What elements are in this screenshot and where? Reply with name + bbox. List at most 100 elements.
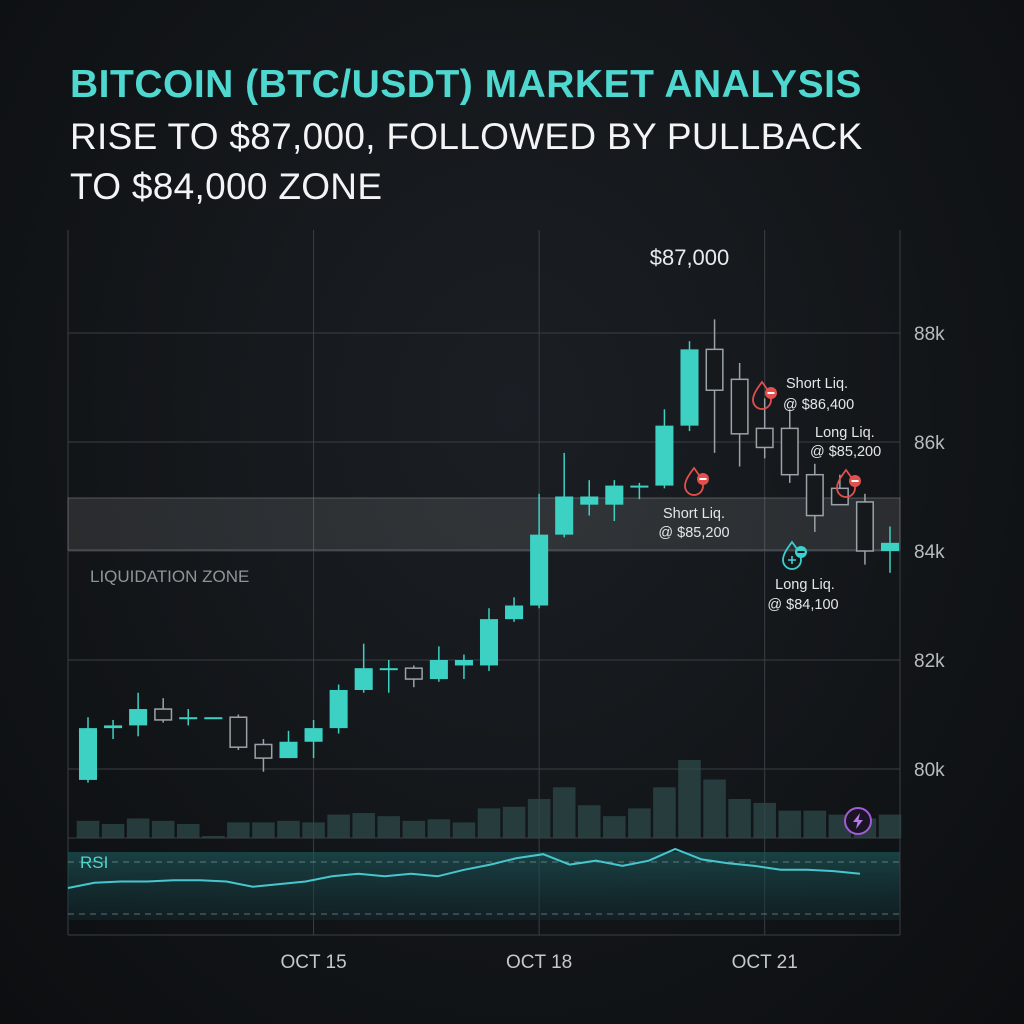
- candle: [429, 646, 448, 682]
- short-liq-label-2-line1: Short Liq.: [786, 376, 848, 392]
- candle-body: [855, 501, 874, 552]
- volume-bar: [151, 820, 175, 838]
- long-liq-label-2-line2: @ $84,100: [767, 597, 838, 613]
- y-tick-label: 80k: [914, 760, 945, 781]
- volume-bar: [502, 806, 526, 838]
- short-liq-marker-1: [684, 466, 709, 496]
- volume-bar: [377, 816, 401, 838]
- volume-bar: [227, 822, 250, 838]
- candle: [379, 660, 398, 693]
- candle-body: [755, 427, 774, 449]
- candle-body: [780, 427, 799, 476]
- candle-body: [379, 668, 398, 671]
- candle-body: [404, 667, 423, 680]
- peak-price-label: $87,000: [650, 245, 730, 270]
- y-tick-label: 86k: [914, 433, 945, 454]
- candle-body: [204, 717, 223, 720]
- volume-bar: [277, 820, 300, 838]
- candle: [505, 597, 524, 622]
- long-liq-label-2-line1: Long Liq.: [775, 577, 835, 593]
- volume-bar: [402, 820, 426, 838]
- volume-bar: [552, 787, 576, 838]
- candle: [780, 409, 799, 483]
- candle: [229, 714, 248, 750]
- candle-body: [530, 534, 549, 606]
- candle-body: [555, 496, 574, 535]
- volume-bar: [527, 799, 551, 838]
- candle: [354, 643, 373, 693]
- candle: [805, 463, 824, 532]
- candle: [404, 665, 423, 688]
- chart-subtitle-line-2: TO $84,000 ZONE: [70, 166, 383, 207]
- volume-bar: [477, 808, 501, 838]
- candle-body: [805, 473, 824, 517]
- volume-bar: [603, 816, 626, 838]
- volume-bar: [653, 787, 676, 838]
- y-tick-label: 84k: [914, 542, 945, 563]
- x-tick-label: OCT 15: [280, 952, 346, 973]
- long-liq-marker-1: [836, 468, 861, 498]
- chart-title: BITCOIN (BTC/USDT) MARKET ANALYSIS: [70, 63, 862, 106]
- candle-body: [104, 725, 123, 729]
- candle-body: [705, 348, 724, 391]
- candle: [605, 480, 624, 522]
- rsi-panel: [68, 852, 900, 920]
- rsi-line: [67, 847, 861, 889]
- candle-body: [680, 349, 699, 426]
- candle-body: [229, 716, 248, 748]
- candle-body: [505, 605, 524, 620]
- candle: [454, 654, 473, 680]
- candle: [855, 493, 874, 565]
- candle: [179, 709, 198, 726]
- candle-body: [655, 425, 674, 486]
- candle-body: [154, 708, 173, 721]
- long-liq-label-1-line2: @ $85,200: [810, 444, 881, 460]
- candle-body: [304, 728, 323, 742]
- y-axis-labels: 80k 82k 84k 86k 88k: [914, 324, 945, 781]
- short-liq-label-1-line2: @ $85,200: [658, 525, 729, 541]
- volume-bar: [352, 813, 375, 838]
- volume-bar: [628, 808, 651, 838]
- chart-subtitle-line-1: RISE TO $87,000, FOLLOWED BY PULLBACK: [70, 116, 863, 157]
- candle: [304, 719, 323, 759]
- candle: [730, 362, 749, 467]
- volume-bar: [427, 819, 451, 838]
- candle: [78, 717, 98, 783]
- candle: [129, 692, 148, 737]
- candle: [880, 526, 900, 573]
- volume-bar: [327, 814, 350, 838]
- volume-bar: [202, 836, 225, 838]
- candle: [530, 493, 549, 609]
- candle: [680, 341, 699, 432]
- volume-bar: [176, 823, 200, 838]
- candle: [630, 482, 649, 500]
- candle-body: [454, 660, 473, 666]
- volume-bar: [803, 810, 827, 838]
- candle: [705, 319, 724, 453]
- candle: [655, 409, 674, 489]
- y-tick-label: 82k: [914, 651, 945, 672]
- volume-bar: [878, 814, 902, 838]
- x-tick-label: OCT 21: [732, 952, 798, 973]
- candle-body: [354, 668, 373, 690]
- short-liq-label-1-line1: Short Liq.: [663, 506, 725, 522]
- volume-bar: [452, 822, 476, 838]
- candle-body: [329, 689, 348, 729]
- candle: [555, 452, 574, 538]
- bolt-icon[interactable]: [844, 807, 872, 835]
- volume-bar: [76, 820, 100, 838]
- x-tick-label: OCT 18: [506, 952, 572, 973]
- short-liq-marker-2: [752, 380, 777, 410]
- candle: [104, 719, 123, 740]
- volume-bars: [76, 760, 902, 838]
- candle-body: [78, 728, 98, 780]
- rsi-label: RSI: [80, 853, 108, 872]
- volume-bar: [252, 822, 275, 838]
- candle-body: [479, 619, 499, 666]
- y-tick-label: 88k: [914, 324, 945, 345]
- plus-icon: [788, 556, 796, 564]
- candle-body: [630, 485, 649, 488]
- volume-bar: [703, 779, 726, 838]
- candle: [755, 398, 774, 459]
